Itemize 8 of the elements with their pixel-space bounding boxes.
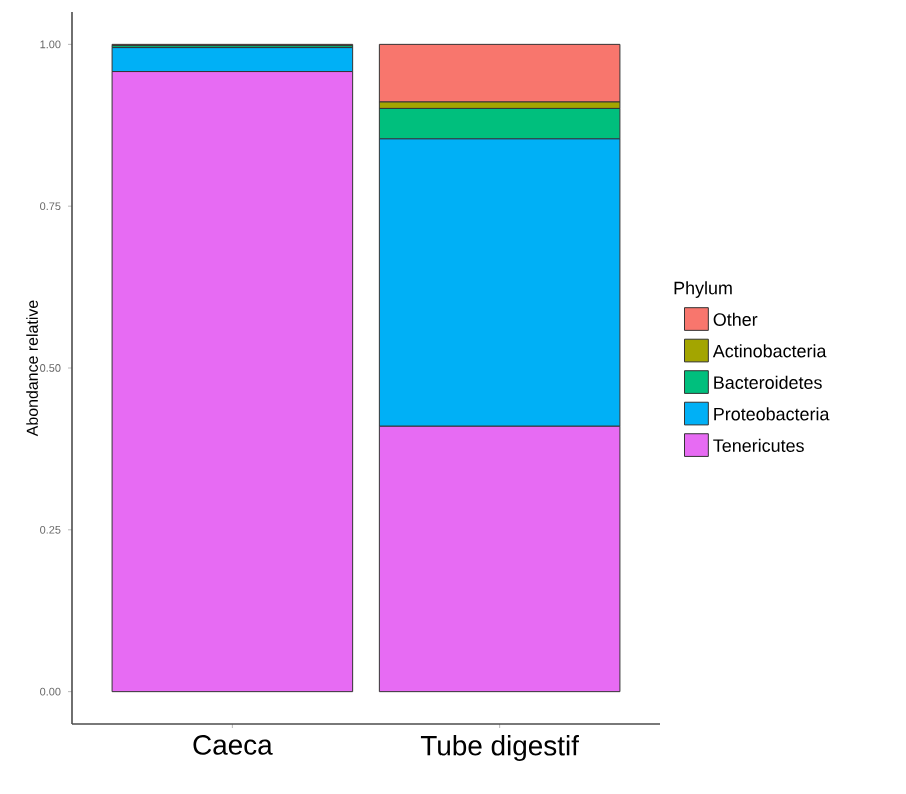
legend-label: Proteobacteria bbox=[714, 407, 830, 421]
legend-title: Phylum bbox=[674, 281, 732, 298]
legend-label: Bacteroidetes bbox=[714, 375, 822, 389]
legend-label: Other bbox=[713, 312, 758, 326]
legend-label: Tenericutes bbox=[713, 438, 804, 452]
x-tick-label: Tube digestif bbox=[420, 735, 579, 762]
x-tick-label: Caeca bbox=[193, 735, 273, 755]
legend-label: Actinobacteria bbox=[712, 344, 827, 358]
